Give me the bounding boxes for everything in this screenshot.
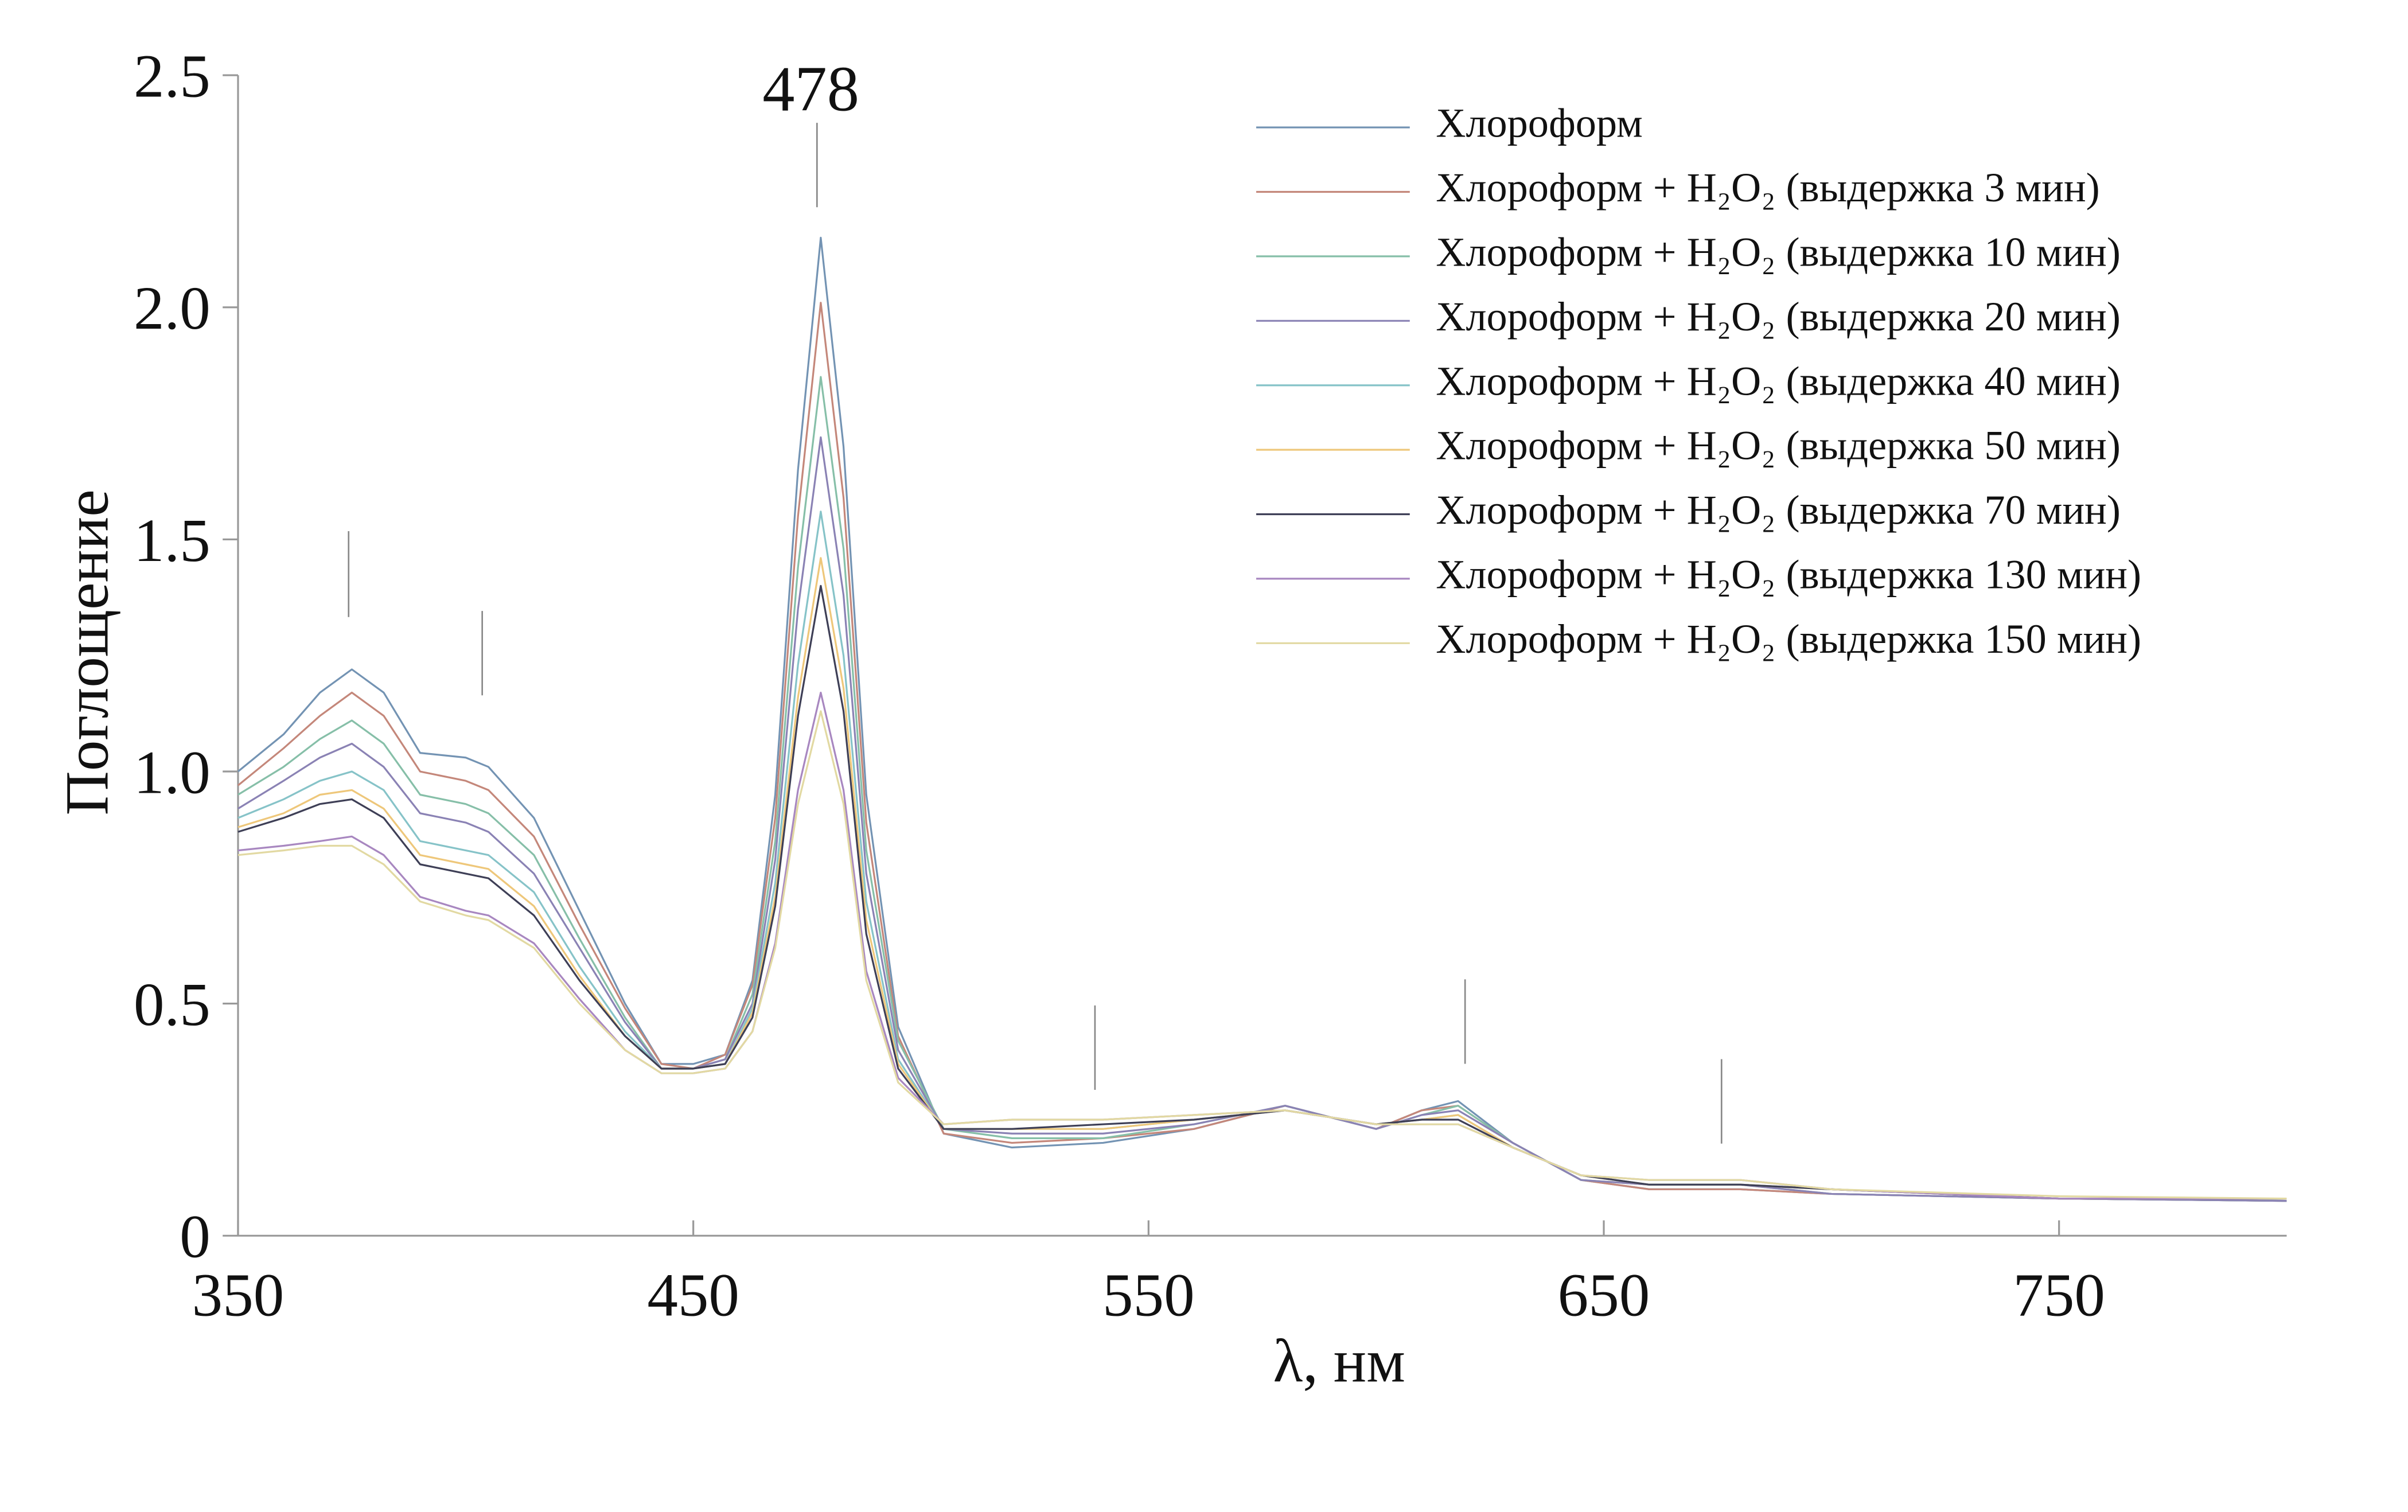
- y-tick-label: 0: [180, 1203, 211, 1271]
- series-line: [237, 511, 2287, 1200]
- y-axis-title: Поглощение: [53, 489, 121, 815]
- y-tick-label: 1.0: [134, 739, 211, 807]
- peak-annotation: 478: [762, 54, 859, 125]
- y-tick-label: 1.5: [134, 507, 211, 575]
- x-tick-label: 550: [1102, 1261, 1195, 1329]
- peak-markers: [348, 123, 1723, 1144]
- legend-label: Хлороформ + H₂O₂ (выдержка 20 мин): [1436, 294, 2121, 340]
- legend-label: Хлороформ + H₂O₂ (выдержка 130 мин): [1436, 551, 2141, 597]
- legend-label: Хлороформ + H₂O₂ (выдержка 10 мин): [1436, 229, 2121, 275]
- series-line: [237, 691, 2287, 1200]
- x-tick-label: 350: [192, 1261, 285, 1329]
- y-tick-label: 2.0: [134, 275, 211, 342]
- series-line: [237, 710, 2287, 1200]
- legend-label: Хлороформ + H₂O₂ (выдержка 40 мин): [1436, 358, 2121, 404]
- x-axis-title: λ, нм: [1273, 1328, 1405, 1396]
- x-tick-label: 750: [2013, 1261, 2105, 1329]
- legend-label: Хлороформ: [1436, 100, 1642, 146]
- y-tick-label: 2.5: [134, 43, 211, 111]
- legend-label: Хлороформ + H₂O₂ (выдержка 3 мин): [1436, 165, 2099, 211]
- series-line: [237, 436, 2287, 1202]
- y-tick-label: 0.5: [134, 971, 211, 1039]
- x-tick-label: 650: [1558, 1261, 1650, 1329]
- x-tick-label: 450: [647, 1261, 739, 1329]
- legend-label: Хлороформ + H₂O₂ (выдержка 50 мин): [1436, 423, 2121, 469]
- legend-label: Хлороформ + H₂O₂ (выдержка 150 мин): [1436, 616, 2141, 662]
- legend-label: Хлороформ + H₂O₂ (выдержка 70 мин): [1436, 487, 2121, 533]
